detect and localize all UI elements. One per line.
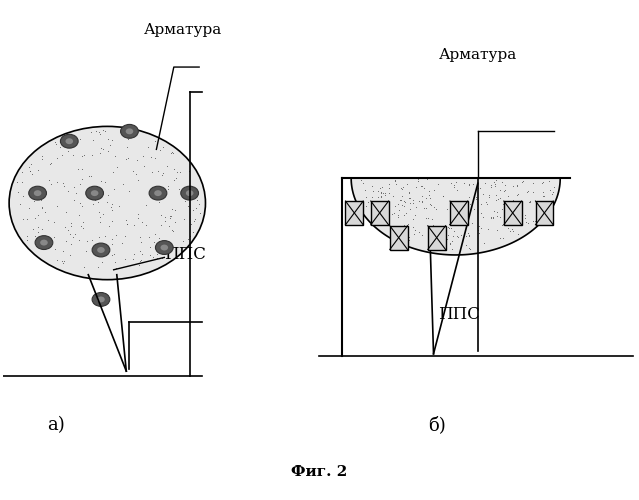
Circle shape bbox=[121, 124, 138, 138]
Circle shape bbox=[61, 134, 78, 148]
Circle shape bbox=[65, 138, 73, 144]
Text: Арматура: Арматура bbox=[144, 24, 222, 38]
Circle shape bbox=[91, 190, 98, 196]
Circle shape bbox=[34, 190, 42, 196]
Circle shape bbox=[97, 296, 105, 302]
Bar bbox=[346, 201, 363, 225]
Bar bbox=[535, 201, 553, 225]
Circle shape bbox=[9, 126, 206, 280]
Circle shape bbox=[160, 244, 168, 250]
Bar bbox=[450, 201, 468, 225]
Circle shape bbox=[154, 190, 162, 196]
Circle shape bbox=[126, 128, 134, 134]
Text: Фиг. 2: Фиг. 2 bbox=[291, 466, 348, 479]
Circle shape bbox=[35, 236, 53, 250]
Circle shape bbox=[149, 186, 167, 200]
Circle shape bbox=[92, 243, 110, 257]
Bar bbox=[390, 226, 408, 250]
Circle shape bbox=[29, 186, 47, 200]
Circle shape bbox=[92, 292, 110, 306]
Circle shape bbox=[40, 240, 48, 246]
Polygon shape bbox=[351, 178, 560, 255]
Circle shape bbox=[155, 240, 173, 254]
Bar bbox=[371, 201, 389, 225]
Text: ППС: ППС bbox=[438, 306, 480, 323]
Circle shape bbox=[181, 186, 199, 200]
Text: а): а) bbox=[47, 416, 65, 434]
Text: б): б) bbox=[428, 416, 445, 434]
Bar bbox=[428, 226, 445, 250]
Circle shape bbox=[86, 186, 104, 200]
Text: ППС: ППС bbox=[164, 246, 206, 264]
Circle shape bbox=[97, 247, 105, 253]
Circle shape bbox=[186, 190, 194, 196]
Text: Арматура: Арматура bbox=[439, 48, 517, 62]
Bar bbox=[504, 201, 521, 225]
